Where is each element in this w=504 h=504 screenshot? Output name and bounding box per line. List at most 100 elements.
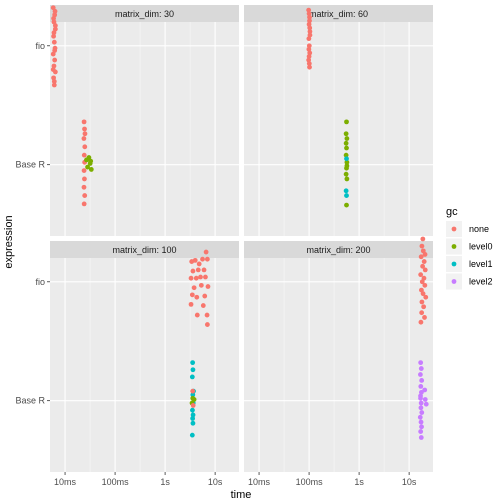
x-tick-label: 100ms <box>296 477 324 487</box>
data-point <box>81 184 87 190</box>
data-point <box>51 75 56 81</box>
data-point <box>343 140 349 146</box>
legend-title: gc <box>446 206 458 218</box>
data-point <box>420 291 426 297</box>
data-point <box>418 272 424 278</box>
data-point <box>198 274 203 280</box>
data-point <box>422 397 428 402</box>
data-point <box>190 360 196 366</box>
data-point <box>51 39 57 45</box>
data-point <box>343 131 349 137</box>
data-point <box>81 136 87 141</box>
data-point <box>189 292 195 298</box>
data-point <box>51 33 56 39</box>
data-point <box>306 57 312 63</box>
data-point <box>418 435 424 440</box>
data-point <box>307 14 312 20</box>
data-point <box>418 319 424 325</box>
data-point <box>192 257 198 263</box>
data-point <box>419 310 425 316</box>
data-point <box>198 282 204 288</box>
data-point <box>344 119 349 125</box>
data-point <box>52 57 58 63</box>
legend-marker <box>451 261 457 267</box>
data-point <box>85 164 90 170</box>
data-point <box>344 163 350 169</box>
data-point <box>200 303 206 308</box>
data-point <box>306 43 312 49</box>
data-point <box>203 274 208 280</box>
legend-label: level0 <box>469 242 493 252</box>
data-point <box>81 119 87 125</box>
facet-strip-label: matrix_dim: 200 <box>306 245 370 255</box>
data-point <box>190 392 196 398</box>
data-point <box>344 202 349 208</box>
data-point <box>419 378 425 383</box>
data-point <box>421 259 427 264</box>
data-point <box>86 155 92 160</box>
data-point <box>417 414 423 420</box>
legend-entry: level2 <box>446 273 493 290</box>
data-point <box>419 287 424 293</box>
data-point <box>422 315 427 320</box>
data-point <box>344 193 349 198</box>
data-point <box>52 23 58 28</box>
data-point <box>190 395 196 401</box>
facet-panel: matrix_dim: 60 <box>244 5 433 236</box>
data-point <box>306 11 312 17</box>
legend-marker <box>451 279 457 284</box>
legend-entry: level1 <box>446 256 493 272</box>
data-point <box>306 61 312 67</box>
facet-strip <box>50 241 239 258</box>
facet-panel: matrix_dim: 200 10ms 100ms 1s 10s <box>244 236 433 487</box>
legend: gc none level0 level1 level2 <box>446 206 493 290</box>
data-point <box>51 16 56 21</box>
data-point <box>418 393 423 399</box>
data-point <box>190 412 196 418</box>
facet-panel: matrix_dim: 30 fio Base R <box>15 5 239 236</box>
data-point <box>195 267 201 273</box>
data-point <box>421 304 427 310</box>
data-point <box>421 275 427 281</box>
data-point <box>50 67 56 72</box>
data-point <box>204 322 210 327</box>
data-point <box>306 21 312 27</box>
data-point <box>190 388 196 394</box>
legend-label: level1 <box>469 259 493 269</box>
data-point <box>82 126 87 132</box>
data-point <box>51 79 57 84</box>
data-point <box>422 252 428 257</box>
x-tick-label: 10s <box>208 477 223 487</box>
data-point <box>190 268 196 274</box>
data-point <box>418 366 424 371</box>
data-point <box>343 171 349 177</box>
data-point <box>51 30 57 36</box>
facet-strip <box>244 5 433 22</box>
data-point <box>194 294 200 300</box>
y-tick-label: Base R <box>15 396 45 406</box>
x-tick-label: 1s <box>160 477 170 487</box>
data-point <box>422 267 428 273</box>
data-point <box>343 188 349 194</box>
panel-background <box>50 258 239 472</box>
data-point <box>190 407 195 413</box>
data-point <box>190 367 196 373</box>
x-tick-label: 10ms <box>248 477 271 487</box>
data-point <box>419 299 425 305</box>
data-point <box>419 279 425 285</box>
facet-strip-label: matrix_dim: 60 <box>309 9 368 19</box>
data-point <box>306 46 312 52</box>
y-tick-label: Base R <box>15 160 45 170</box>
data-point <box>191 285 197 291</box>
x-tick-label: 10s <box>402 477 417 487</box>
data-point <box>82 193 88 198</box>
panel-background <box>244 22 433 236</box>
data-point <box>306 54 312 59</box>
y-tick-label: fio <box>35 41 45 51</box>
data-point <box>52 48 58 53</box>
data-point <box>81 152 87 158</box>
legend-label: none <box>469 224 489 234</box>
data-point <box>307 25 313 31</box>
x-tick-label: 100ms <box>102 477 130 487</box>
